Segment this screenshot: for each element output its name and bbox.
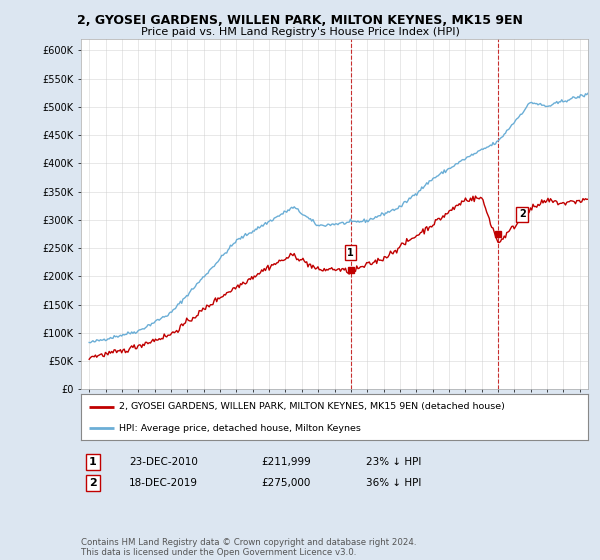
Text: 23-DEC-2010: 23-DEC-2010 [129, 457, 198, 467]
Text: HPI: Average price, detached house, Milton Keynes: HPI: Average price, detached house, Milt… [119, 423, 361, 433]
Text: 1: 1 [347, 248, 354, 258]
Text: 2, GYOSEI GARDENS, WILLEN PARK, MILTON KEYNES, MK15 9EN (detached house): 2, GYOSEI GARDENS, WILLEN PARK, MILTON K… [119, 402, 505, 411]
Text: Contains HM Land Registry data © Crown copyright and database right 2024.
This d: Contains HM Land Registry data © Crown c… [81, 538, 416, 557]
Text: 2: 2 [89, 478, 97, 488]
Text: £211,999: £211,999 [261, 457, 311, 467]
Text: 2: 2 [519, 209, 526, 219]
Text: Price paid vs. HM Land Registry's House Price Index (HPI): Price paid vs. HM Land Registry's House … [140, 27, 460, 37]
Text: 2, GYOSEI GARDENS, WILLEN PARK, MILTON KEYNES, MK15 9EN: 2, GYOSEI GARDENS, WILLEN PARK, MILTON K… [77, 14, 523, 27]
Text: £275,000: £275,000 [261, 478, 310, 488]
Text: 1: 1 [89, 457, 97, 467]
Text: 18-DEC-2019: 18-DEC-2019 [129, 478, 198, 488]
Text: 36% ↓ HPI: 36% ↓ HPI [366, 478, 421, 488]
Text: 23% ↓ HPI: 23% ↓ HPI [366, 457, 421, 467]
